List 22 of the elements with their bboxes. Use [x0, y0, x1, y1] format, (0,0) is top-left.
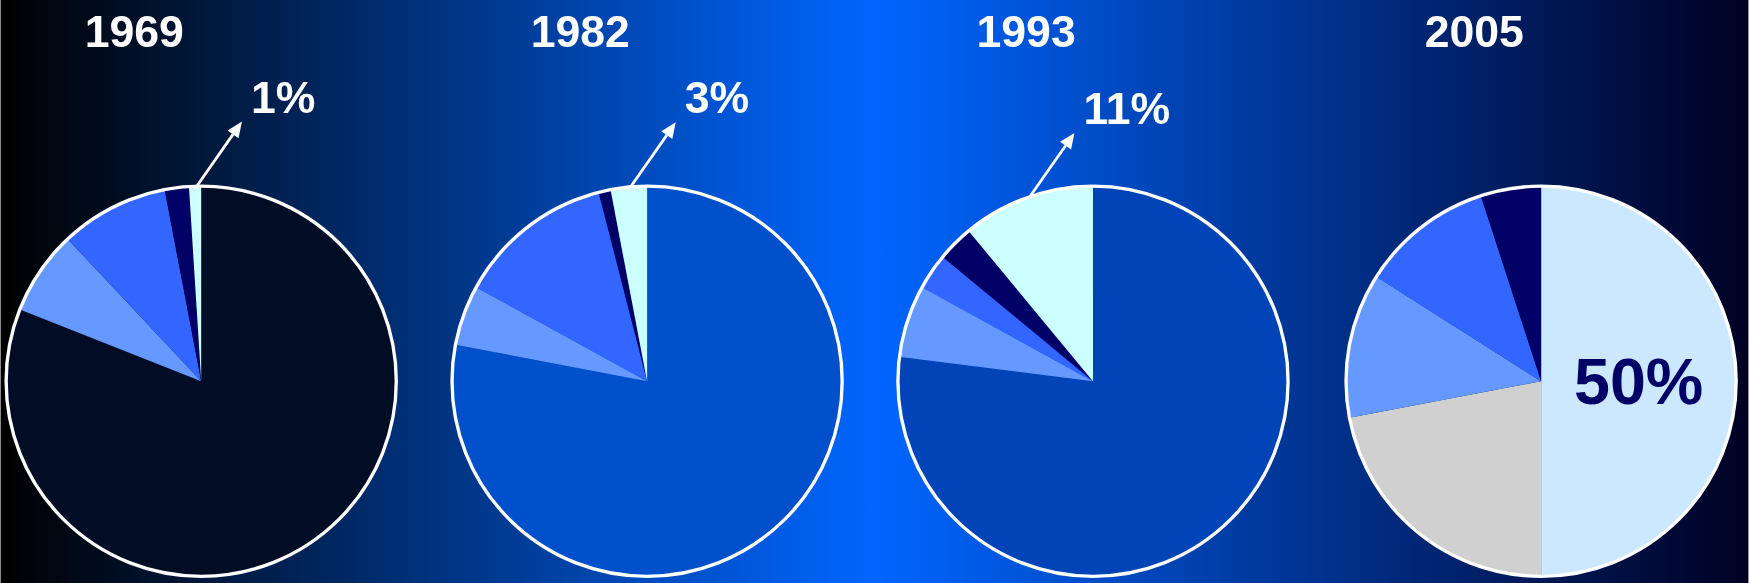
pie-slice — [899, 287, 1093, 382]
chart-title: 1993 — [976, 6, 1076, 56]
pie-slice — [922, 256, 1093, 382]
pie-slice — [455, 287, 648, 382]
data-label: 3% — [684, 73, 750, 123]
data-label: 50% — [1573, 344, 1704, 418]
data-label: 1% — [250, 72, 316, 122]
pie-slice — [19, 239, 202, 382]
pie-slice — [1346, 276, 1542, 418]
pie-slice — [476, 192, 648, 382]
pie-slice — [1349, 381, 1542, 577]
pie-slice — [1541, 186, 1736, 577]
chart-title: 2005 — [1424, 6, 1524, 56]
data-label: 11% — [1083, 83, 1171, 133]
pie-slice — [67, 189, 202, 382]
pie-slice — [1480, 186, 1542, 382]
pie-slice — [598, 189, 648, 382]
pie-slice — [968, 186, 1093, 382]
pie-slice — [1376, 195, 1542, 382]
chart-title: 1982 — [530, 6, 630, 56]
chart-title: 1969 — [84, 6, 184, 56]
pie-slice — [942, 230, 1093, 382]
